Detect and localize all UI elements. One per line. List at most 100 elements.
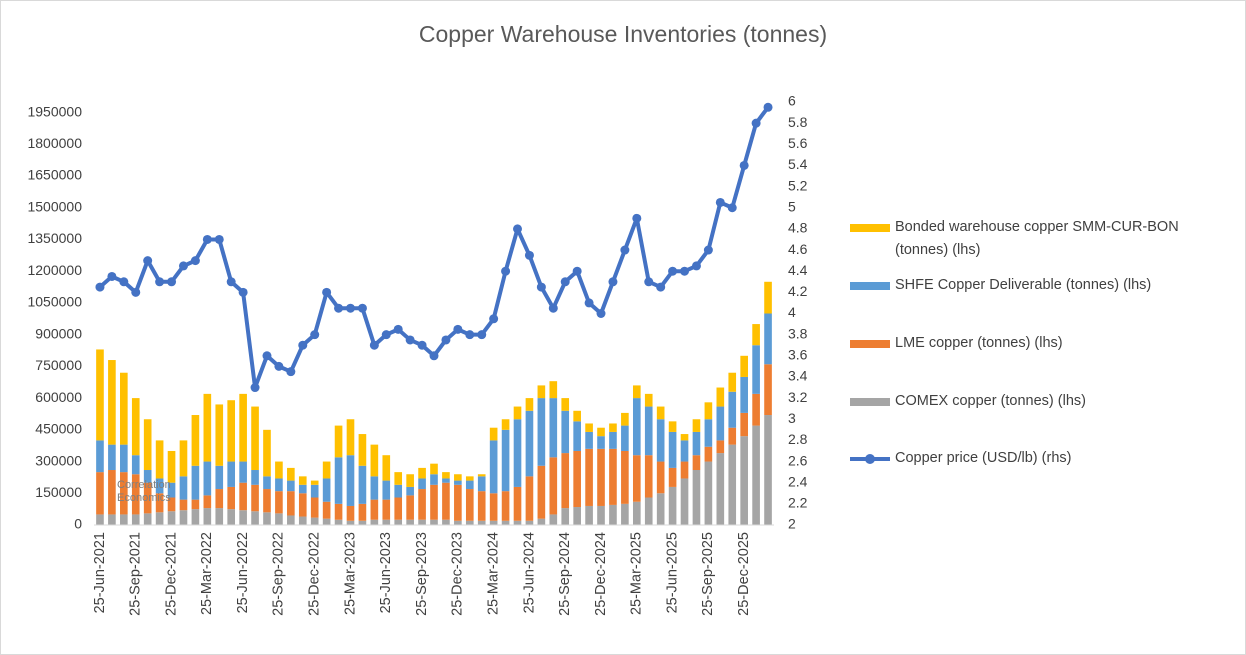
bar-segment bbox=[716, 453, 725, 525]
bar-segment bbox=[442, 478, 450, 483]
bar-segment bbox=[418, 489, 426, 520]
price-marker bbox=[668, 266, 678, 276]
bar-segment bbox=[346, 455, 355, 506]
bar-segment bbox=[442, 472, 450, 479]
price-marker bbox=[345, 303, 355, 313]
price-marker bbox=[715, 197, 725, 207]
y2-tick-label: 5.2 bbox=[788, 177, 808, 193]
bar-segment bbox=[525, 398, 534, 411]
bar-segment bbox=[632, 501, 641, 525]
price-marker bbox=[131, 287, 141, 297]
price-marker bbox=[536, 282, 546, 292]
bar-segment bbox=[298, 516, 307, 525]
y-tick-label: 600000 bbox=[35, 389, 82, 405]
bar-segment bbox=[621, 450, 629, 504]
bar-segment bbox=[120, 514, 128, 525]
bar-segment bbox=[120, 444, 128, 473]
bar-segment bbox=[394, 484, 403, 498]
price-marker bbox=[560, 277, 570, 287]
bar-segment bbox=[370, 444, 379, 477]
bar-segment bbox=[239, 510, 247, 525]
bar-segment bbox=[334, 425, 343, 458]
bar-segment bbox=[513, 406, 522, 420]
price-marker bbox=[441, 335, 451, 345]
bar-segment bbox=[406, 519, 414, 525]
price-marker bbox=[119, 277, 129, 287]
bar-segment bbox=[334, 519, 343, 525]
bar-segment bbox=[692, 470, 701, 525]
bar-segment bbox=[477, 491, 486, 521]
legend-label: Copper price (USD/lb) (rhs) bbox=[895, 450, 1072, 466]
price-marker bbox=[489, 314, 499, 324]
bar-segment bbox=[346, 419, 355, 456]
legend-label: LME copper (tonnes) (lhs) bbox=[895, 335, 1063, 351]
bar-segment bbox=[96, 440, 104, 473]
legend-label: SHFE Copper Deliverable (tonnes) (lhs) bbox=[895, 277, 1152, 293]
bar-segment bbox=[465, 480, 474, 490]
bar-segment bbox=[549, 398, 558, 458]
bar-segment bbox=[489, 440, 498, 494]
bar-segment bbox=[454, 480, 462, 485]
y2-tick-label: 4 bbox=[788, 304, 796, 320]
bar-segment bbox=[668, 467, 677, 487]
price-marker bbox=[167, 277, 177, 287]
y2-tick-label: 2.6 bbox=[788, 452, 808, 468]
bar-segment bbox=[728, 391, 737, 428]
bar-segment bbox=[465, 489, 474, 521]
bar-segment bbox=[668, 421, 677, 432]
bar-segment bbox=[155, 512, 164, 525]
bar-segment bbox=[621, 412, 629, 426]
bar-segment bbox=[191, 509, 200, 525]
y2-tick-label: 2.4 bbox=[788, 473, 808, 489]
y-tick-label: 900000 bbox=[35, 325, 82, 341]
bar-segment bbox=[585, 431, 593, 449]
bar-segment bbox=[656, 419, 665, 462]
bar-segment bbox=[430, 474, 438, 485]
bar-segment bbox=[298, 493, 307, 517]
bar-segment bbox=[358, 520, 367, 525]
bar-segment bbox=[764, 415, 772, 525]
bar-segment bbox=[346, 520, 355, 525]
x-tick-label: 25-Jun-2021 bbox=[92, 532, 108, 613]
price-marker bbox=[429, 351, 439, 361]
bar-segment bbox=[298, 476, 307, 485]
bar-segment bbox=[108, 514, 116, 525]
bar-segment bbox=[728, 444, 737, 525]
bar-segment bbox=[525, 476, 534, 521]
bar-segment bbox=[394, 519, 403, 525]
y-tick-label: 300000 bbox=[35, 452, 82, 468]
price-marker bbox=[691, 261, 701, 271]
bar-segment bbox=[430, 463, 438, 475]
bar-segment bbox=[263, 429, 271, 477]
bar-segment bbox=[155, 493, 164, 513]
y2-tick-label: 3.2 bbox=[788, 389, 808, 405]
bar-segment bbox=[382, 455, 391, 481]
price-marker bbox=[656, 282, 666, 292]
bar-segment bbox=[346, 505, 355, 521]
bar-segment bbox=[191, 415, 200, 466]
price-marker bbox=[95, 282, 105, 292]
bar-segment bbox=[656, 406, 665, 420]
bar-segment bbox=[442, 519, 450, 525]
bar-segment bbox=[525, 520, 534, 525]
bar-segment bbox=[179, 499, 188, 511]
bar-segment bbox=[644, 455, 653, 498]
price-marker bbox=[238, 287, 248, 297]
bar-segment bbox=[143, 482, 152, 514]
bar-segment bbox=[609, 423, 617, 432]
price-marker bbox=[393, 324, 403, 334]
bar-segment bbox=[322, 518, 331, 525]
price-marker bbox=[322, 287, 332, 297]
y2-tick-label: 3.4 bbox=[788, 368, 808, 384]
bar-segment bbox=[668, 486, 677, 525]
y2-tick-label: 2.8 bbox=[788, 431, 808, 447]
bar-segment bbox=[215, 404, 224, 466]
bar-segment bbox=[716, 406, 725, 441]
bar-segment bbox=[287, 515, 295, 525]
bar-segment bbox=[573, 450, 581, 508]
bar-segment bbox=[263, 489, 271, 513]
bar-segment bbox=[203, 393, 212, 462]
bar-segment bbox=[108, 360, 116, 445]
price-marker bbox=[608, 277, 618, 287]
